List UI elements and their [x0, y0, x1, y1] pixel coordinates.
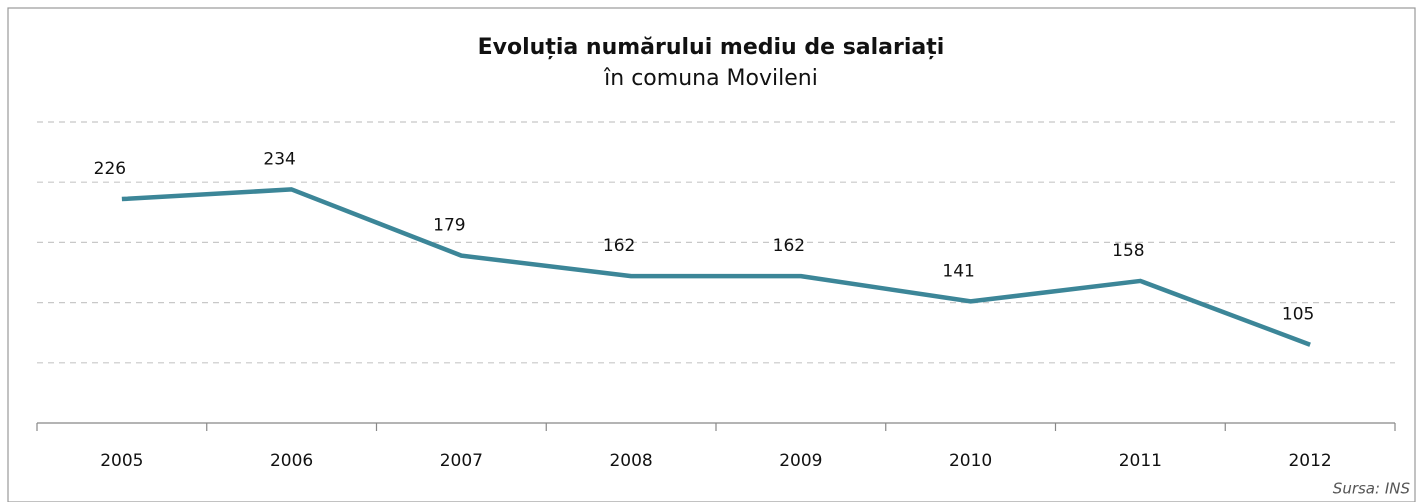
data-label: 105: [1282, 305, 1314, 325]
x-tick-label: 2012: [1288, 451, 1331, 471]
x-tick-label: 2009: [779, 451, 822, 471]
data-label: 162: [603, 236, 635, 256]
chart-title: Evoluția numărului mediu de salariați: [478, 35, 945, 60]
data-label: 179: [433, 216, 465, 236]
chart-subtitle: în comuna Movileni: [603, 66, 818, 91]
x-tick-label: 2010: [949, 451, 992, 471]
x-tick-label: 2011: [1119, 451, 1162, 471]
x-tick-label: 2005: [100, 451, 143, 471]
data-line: [121, 187, 1311, 347]
source-note: Sursa: INS: [1333, 480, 1411, 498]
data-label: 158: [1112, 241, 1144, 261]
chart-frame: [7, 7, 1416, 502]
x-tick-label: 2007: [440, 451, 483, 471]
data-label: 141: [942, 261, 974, 281]
x-tick-label: 2008: [609, 451, 652, 471]
data-label: 162: [773, 236, 805, 256]
data-label: 234: [263, 149, 295, 169]
data-label: 226: [94, 159, 126, 179]
x-tick-label: 2006: [270, 451, 313, 471]
